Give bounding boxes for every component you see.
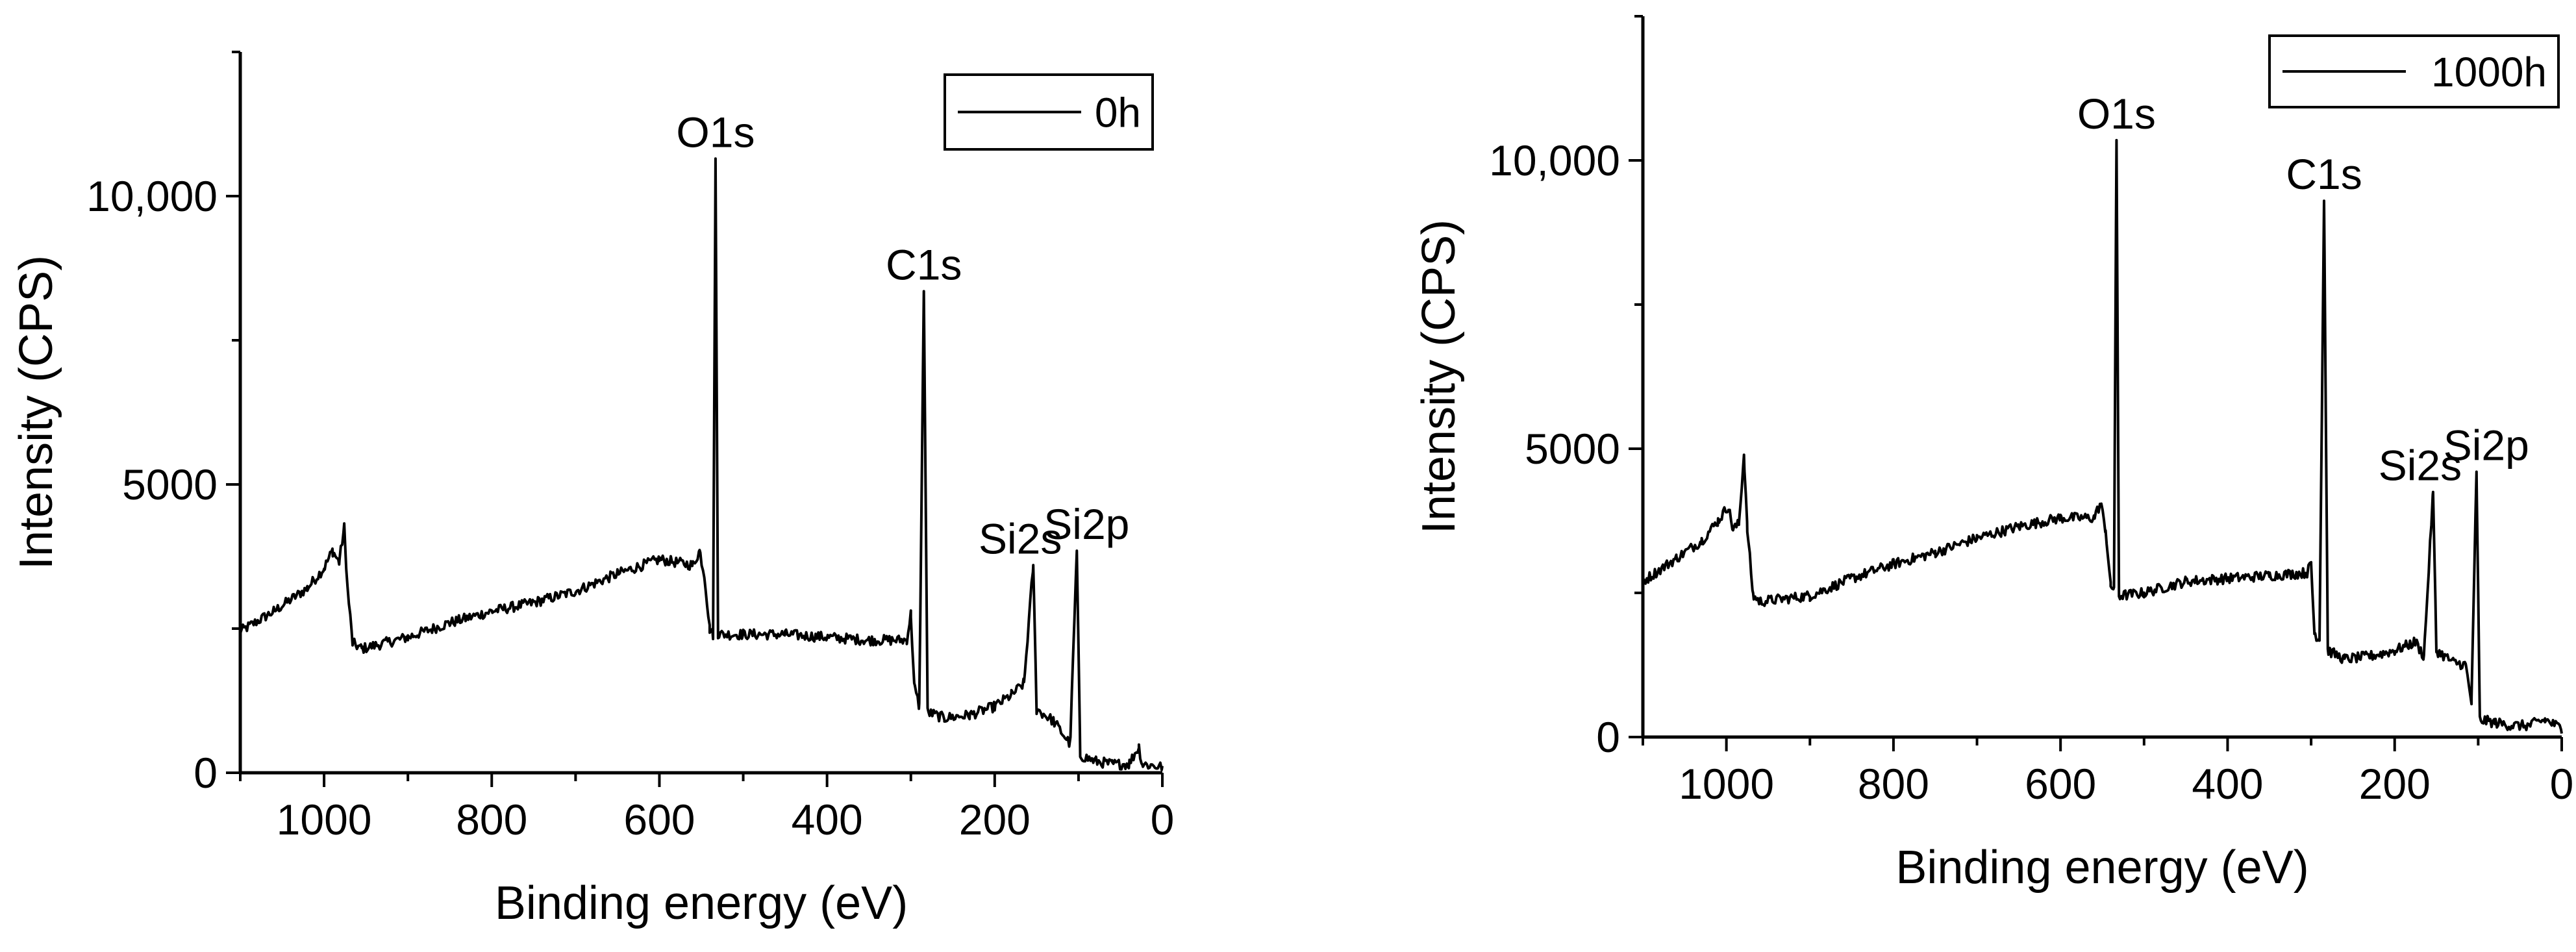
peak-label-o1s: O1s — [676, 108, 755, 156]
x-tick-label: 800 — [1858, 760, 1929, 808]
x-tick-label: 200 — [2359, 760, 2431, 808]
x-tick-label: 1000 — [277, 795, 372, 844]
legend-label: 0h — [1095, 90, 1141, 136]
series-line-1000h — [1642, 138, 2563, 734]
y-tick-label: 10,000 — [86, 172, 218, 220]
y-tick-label: 0 — [194, 749, 218, 797]
y-tick-label: 5000 — [122, 460, 218, 508]
y-axis-title: Intensity (CPS) — [1413, 219, 1465, 534]
series-line-0h — [239, 157, 1164, 771]
x-tick-label: 800 — [456, 795, 527, 844]
x-tick-label: 0 — [1151, 795, 1175, 844]
peak-label-o1s: O1s — [2077, 90, 2156, 138]
chart-panel-1: 1000 800 600 400 200 0 0 5000 10,000 Binding ener… — [10, 51, 1175, 929]
chart-panel-2: 1000 800 600 400 200 0 0 5000 10,000 Binding ener… — [1413, 15, 2574, 894]
legend: 0h — [944, 73, 1154, 151]
x-tick-label: 0 — [2550, 760, 2574, 808]
legend: 1000h — [2268, 34, 2560, 108]
x-tick-label: 400 — [792, 795, 863, 844]
y-tick-label: 0 — [1596, 713, 1620, 761]
peak-label-si2s: Si2s — [2379, 442, 2462, 490]
x-tick-label: 600 — [623, 795, 695, 844]
peak-label-si2p: Si2p — [2444, 421, 2529, 470]
x-axis-title: Binding energy (eV) — [1895, 842, 2308, 894]
y-tick-label: 5000 — [1525, 425, 1620, 473]
peak-label-si2p: Si2p — [1044, 500, 1129, 548]
x-tick-label: 1000 — [1679, 760, 1774, 808]
peak-label-c1s: C1s — [886, 241, 962, 289]
peak-label-si2s: Si2s — [979, 514, 1062, 562]
peak-label-c1s: C1s — [2286, 150, 2362, 198]
y-axis-title: Intensity (CPS) — [10, 255, 62, 570]
x-axis-title: Binding energy (eV) — [495, 877, 908, 929]
legend-label: 1000h — [2431, 49, 2547, 95]
x-tick-label: 600 — [2025, 760, 2096, 808]
x-tick-label: 200 — [959, 795, 1031, 844]
x-tick-label: 400 — [2192, 760, 2263, 808]
y-tick-label: 10,000 — [1489, 136, 1620, 184]
